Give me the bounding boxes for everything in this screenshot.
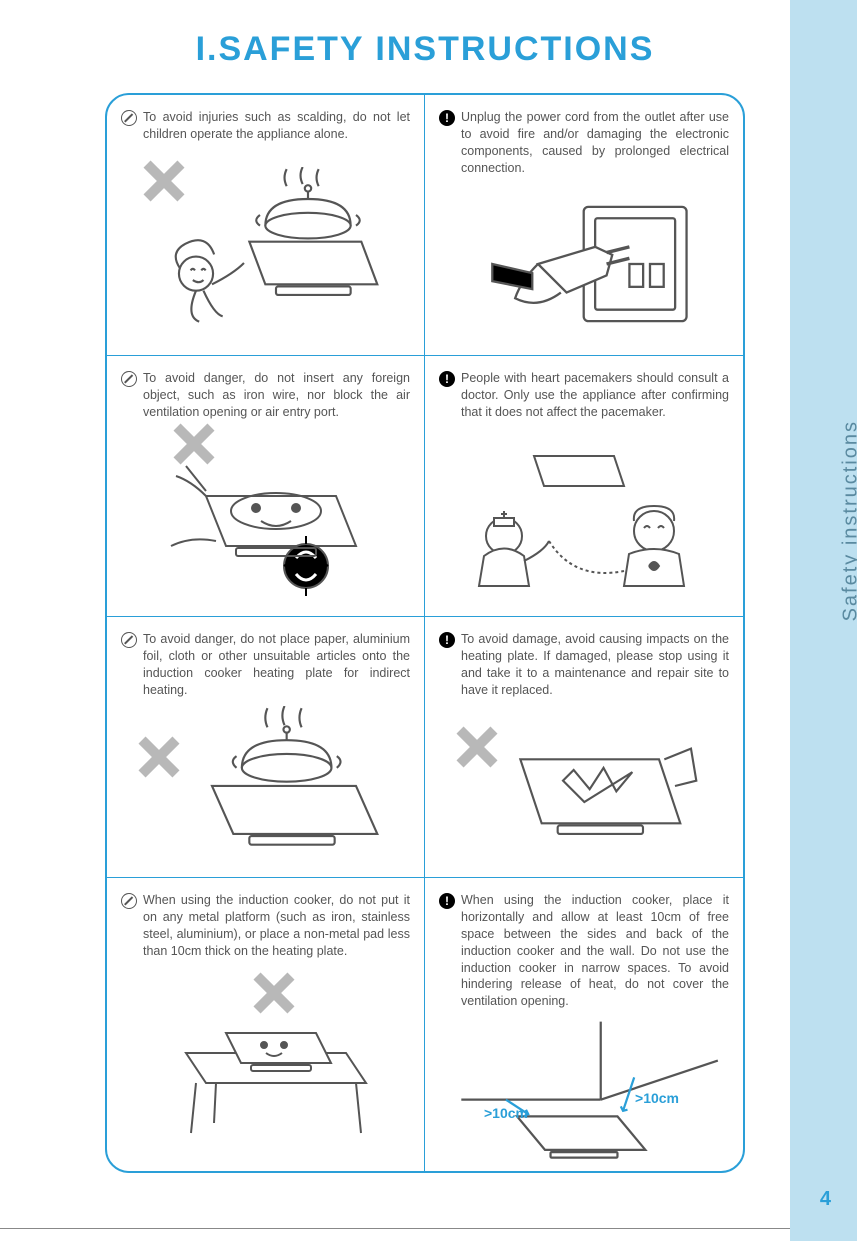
x-mark-icon (251, 971, 295, 1015)
grid-row: When using the induction cooker, do not … (107, 878, 743, 1171)
cell-header: To avoid danger, do not place paper, alu… (121, 631, 410, 699)
instruction-grid: To avoid injuries such as scalding, do n… (105, 93, 745, 1173)
instruction-text: To avoid injuries such as scalding, do n… (143, 109, 410, 143)
illustration (439, 705, 729, 868)
warning-icon: ! (439, 893, 455, 909)
unplug-outlet-illustration (458, 184, 709, 344)
instruction-cell: ! To avoid damage, avoid causing impacts… (425, 617, 743, 877)
prohibit-icon (121, 893, 137, 909)
cell-header: ! People with heart pacemakers should co… (439, 370, 729, 421)
warning-icon: ! (439, 632, 455, 648)
instruction-text: When using the induction cooker, place i… (461, 892, 729, 1010)
cell-header: When using the induction cooker, do not … (121, 892, 410, 960)
instruction-cell: ! Unplug the power cord from the outlet … (425, 95, 743, 355)
grid-row: To avoid injuries such as scalding, do n… (107, 95, 743, 356)
instruction-cell: ! People with heart pacemakers should co… (425, 356, 743, 616)
damaged-plate-illustration (467, 706, 702, 866)
cell-header: ! When using the induction cooker, place… (439, 892, 729, 1010)
footer-divider (0, 1228, 790, 1229)
warning-icon: ! (439, 371, 455, 387)
pot-on-cooker-illustration (148, 706, 383, 866)
warning-icon: ! (439, 110, 455, 126)
clearance-label-right: >10cm (635, 1090, 679, 1106)
cell-header: ! Unplug the power cord from the outlet … (439, 109, 729, 177)
instruction-cell: To avoid danger, do not place paper, alu… (107, 617, 425, 877)
instruction-cell: To avoid injuries such as scalding, do n… (107, 95, 425, 355)
x-mark-icon (171, 422, 215, 466)
cell-header: To avoid danger, do not insert any forei… (121, 370, 410, 421)
illustration: >10cm >10cm (439, 1016, 729, 1161)
page-title: I.SAFETY INSTRUCTIONS (100, 30, 750, 69)
prohibit-icon (121, 632, 137, 648)
clearance-label-left: >10cm (484, 1105, 528, 1121)
instruction-text: To avoid damage, avoid causing impacts o… (461, 631, 729, 699)
instruction-text: When using the induction cooker, do not … (143, 892, 410, 960)
side-tab: Safety instructions 4 (790, 0, 857, 1241)
illustration (439, 183, 729, 346)
instruction-cell: When using the induction cooker, do not … (107, 878, 425, 1171)
illustration (121, 705, 410, 868)
illustration (121, 966, 410, 1162)
cell-header: To avoid injuries such as scalding, do n… (121, 109, 410, 143)
grid-row: To avoid danger, do not insert any forei… (107, 356, 743, 617)
cell-header: ! To avoid damage, avoid causing impacts… (439, 631, 729, 699)
x-mark-icon (454, 725, 498, 769)
prohibit-icon (121, 371, 137, 387)
instruction-text: Unplug the power cord from the outlet af… (461, 109, 729, 177)
instruction-cell: To avoid danger, do not insert any forei… (107, 356, 425, 616)
instruction-text: To avoid danger, do not place paper, alu… (143, 631, 410, 699)
illustration (121, 427, 410, 606)
grid-row: To avoid danger, do not place paper, alu… (107, 617, 743, 878)
page-content: I.SAFETY INSTRUCTIONS To avoid injuries … (0, 0, 790, 1241)
pacemaker-doctor-illustration (454, 436, 714, 596)
clearance-illustration (439, 1016, 729, 1161)
side-tab-label: Safety instructions (839, 420, 857, 621)
instruction-text: People with heart pacemakers should cons… (461, 370, 729, 421)
page-number: 4 (820, 1188, 831, 1211)
x-mark-icon (136, 735, 180, 779)
instruction-cell: ! When using the induction cooker, place… (425, 878, 743, 1171)
x-mark-icon (141, 159, 185, 203)
instruction-text: To avoid danger, do not insert any forei… (143, 370, 410, 421)
prohibit-icon (121, 110, 137, 126)
illustration (439, 427, 729, 606)
illustration (121, 149, 410, 345)
